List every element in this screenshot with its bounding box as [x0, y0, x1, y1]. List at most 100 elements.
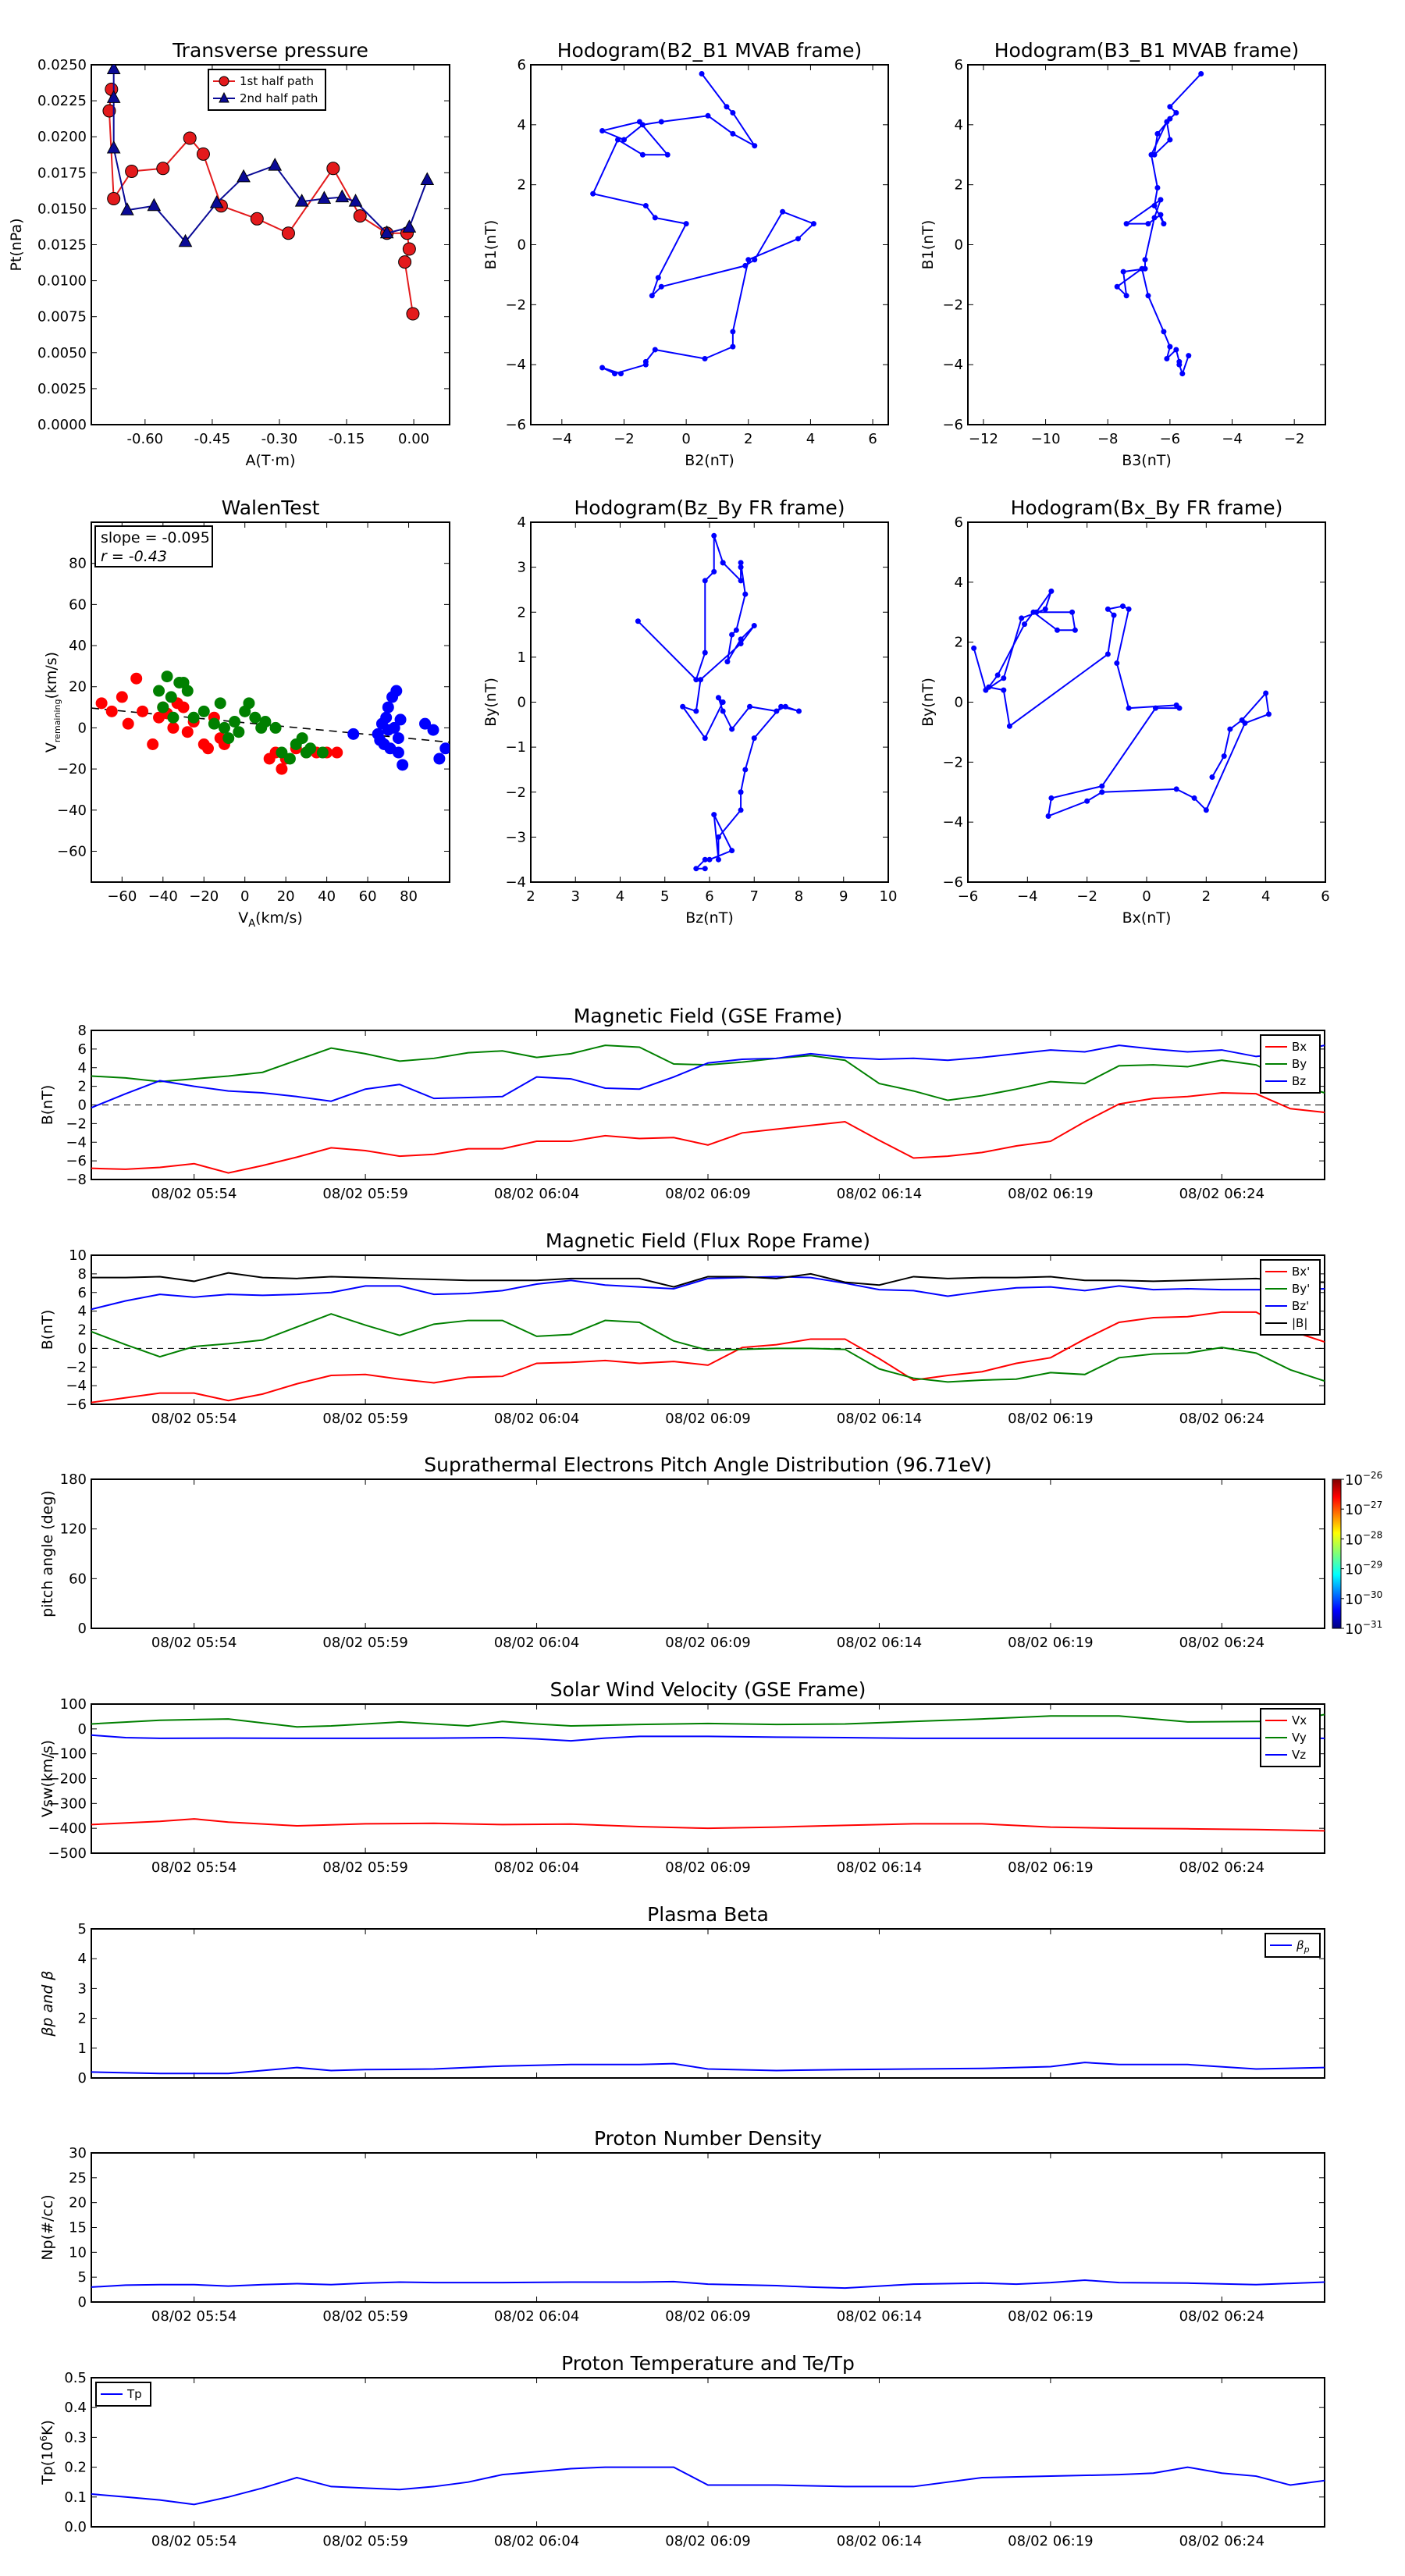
data-point	[1072, 627, 1078, 633]
x-tick-label: 3	[571, 888, 580, 905]
x-tick-label: 08/02 06:04	[494, 1859, 579, 1876]
x-tick-label: 08/02 06:09	[665, 1411, 750, 1427]
series-1st half path	[102, 82, 420, 321]
data-point	[621, 137, 627, 143]
data-point	[652, 215, 658, 221]
data-point	[738, 641, 744, 647]
y-tick-label: 100	[60, 1696, 87, 1713]
data-point	[406, 307, 420, 321]
chart-title: Hodogram(B2_B1 MVAB frame)	[557, 39, 863, 62]
x-tick-label: 08/02 06:24	[1179, 1635, 1264, 1651]
data-point	[751, 735, 757, 742]
data-point	[715, 834, 721, 840]
series-Bx'	[91, 1311, 1325, 1404]
legend-label: 2nd half path	[240, 91, 318, 105]
chart-mag_fr: Magnetic Field (Flux Rope Frame) −6 −4 −2 02…	[39, 1229, 1325, 1427]
data-point	[1173, 109, 1179, 116]
data-point	[720, 560, 726, 566]
data-point	[165, 691, 177, 703]
data-point	[1114, 660, 1120, 667]
chart-title: Transverse pressure	[172, 39, 368, 62]
data-point	[615, 137, 621, 143]
data-point	[742, 591, 749, 597]
y-tick-label: −4	[505, 357, 526, 373]
data-point	[642, 361, 649, 368]
x-tick-label: 08/02 06:24	[1179, 1186, 1264, 1202]
x-tick-label: 08/02 06:24	[1179, 1859, 1264, 1876]
y-tick-label: −40	[57, 802, 87, 819]
y-tick-label: −2	[942, 297, 963, 313]
data-point	[1158, 197, 1164, 203]
series-line	[91, 1713, 1325, 1728]
legend-marker	[219, 91, 229, 103]
series-0	[635, 532, 802, 872]
data-point	[147, 197, 162, 212]
y-tick-label: 0	[78, 2070, 87, 2087]
x-tick-label: 08/02 06:04	[494, 1411, 579, 1427]
series-By	[91, 1044, 1325, 1101]
data-point	[1265, 711, 1272, 717]
data-point	[590, 190, 596, 197]
data-point	[1151, 203, 1158, 209]
data-point	[752, 143, 758, 149]
data-point	[1227, 726, 1233, 732]
y-tick-label: 0.5	[64, 2370, 87, 2386]
data-point	[693, 866, 699, 872]
data-point	[649, 293, 655, 299]
plot-frame	[91, 64, 450, 425]
data-point	[379, 225, 394, 239]
data-point	[702, 649, 708, 656]
data-point	[1263, 690, 1269, 696]
x-tick-label: 08/02 05:54	[151, 2308, 237, 2325]
y-tick-label: −100	[48, 1746, 87, 1763]
series-line	[637, 535, 799, 870]
y-tick-label: 0	[78, 1098, 87, 1114]
x-tick-label: −2	[1076, 888, 1097, 905]
y-axis-label: pitch angle (deg)	[39, 1490, 56, 1617]
x-tick-label: −4	[1222, 431, 1243, 447]
y-tick-label: 4	[518, 117, 526, 133]
chart-tp: Transverse pressure 0.0000 0.0025 0.0050 0.0…	[8, 39, 450, 469]
chart-title: Magnetic Field (Flux Rope Frame)	[546, 1229, 870, 1252]
data-point	[250, 212, 264, 226]
data-point	[116, 691, 128, 703]
data-point	[994, 672, 1001, 678]
series-1	[153, 671, 329, 765]
data-point	[1055, 627, 1060, 633]
x-tick-label: 08/02 05:54	[151, 1859, 237, 1876]
legend-label: Tp	[126, 2387, 142, 2401]
x-tick-label: 80	[400, 888, 418, 905]
legend-label: Bx'	[1292, 1265, 1310, 1279]
x-tick-label: 08/02 06:14	[837, 2533, 922, 2549]
data-point	[276, 763, 288, 775]
chart-title: Suprathermal Electrons Pitch Angle Distr…	[424, 1453, 991, 1476]
plot-frame	[91, 2377, 1325, 2528]
data-point	[120, 202, 134, 215]
y-tick-label: −2	[66, 1359, 87, 1375]
y-tick-label: 4	[955, 117, 963, 133]
chart-mag_gse: Magnetic Field (GSE Frame) −8 −6 −4 −20 2 4 6 8 0…	[39, 1005, 1325, 1202]
data-point	[730, 130, 736, 137]
x-tick-label: 08/02 05:54	[151, 2533, 237, 2549]
data-point	[1104, 606, 1111, 612]
data-point	[294, 194, 309, 207]
data-point	[335, 189, 350, 203]
y-axis-label: Pt(nPa)	[8, 218, 25, 271]
data-point	[392, 732, 404, 745]
y-tick-label: 0	[78, 1721, 87, 1738]
data-point	[382, 701, 394, 713]
series-line	[592, 73, 816, 375]
x-axis-label: A(T·m)	[246, 452, 296, 469]
y-tick-label: 0	[78, 2294, 87, 2311]
x-tick-label: 60	[359, 888, 377, 905]
series-0	[1114, 71, 1204, 377]
data-point	[738, 789, 744, 795]
data-point	[1119, 603, 1126, 610]
colorbar	[1332, 1478, 1342, 1629]
data-point	[392, 746, 404, 759]
y-tick-label: 6	[78, 1285, 87, 1301]
x-tick-label: 08/02 06:19	[1008, 2308, 1093, 2325]
chart-h4: Hodogram(Bx_By FR frame) −6 −4 −2 0 2 4 6 −6 −4 −2…	[919, 496, 1330, 927]
data-point	[774, 708, 780, 714]
data-point	[738, 807, 744, 813]
